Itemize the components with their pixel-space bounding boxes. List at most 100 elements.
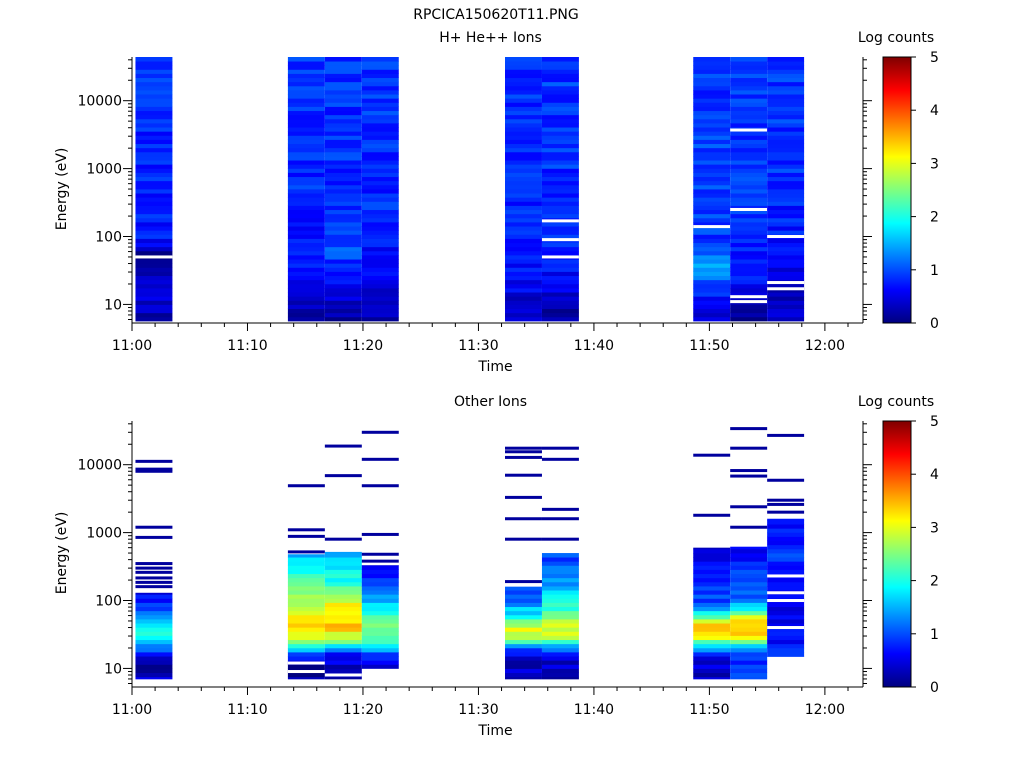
heatmap-cell — [541, 565, 579, 570]
heatmap-cell — [324, 205, 362, 211]
heatmap-cell — [324, 242, 362, 248]
heatmap-cell — [287, 226, 325, 231]
heatmap-cell — [135, 267, 173, 272]
heatmap-cell — [505, 594, 542, 599]
heatmap-cell — [505, 635, 542, 641]
heatmap-cell — [693, 279, 731, 285]
heatmap-cell — [693, 664, 731, 669]
heatmap-cell — [505, 160, 542, 165]
heatmap-cell — [505, 213, 542, 219]
heatmap-gap — [767, 626, 805, 630]
heatmap-cell — [135, 217, 173, 223]
heatmap-cell — [287, 602, 325, 608]
heatmap-cell — [541, 81, 579, 87]
heatmap-cell — [135, 85, 173, 91]
heatmap-line — [361, 484, 399, 488]
heatmap-cell — [361, 271, 399, 277]
heatmap-cell — [767, 647, 805, 653]
heatmap-cell — [730, 643, 768, 649]
heatmap-cell — [767, 135, 805, 140]
heatmap-cell — [730, 246, 768, 252]
heatmap-cell — [541, 586, 579, 591]
heatmap-gap — [324, 673, 362, 677]
heatmap-cell — [324, 114, 362, 120]
heatmap-cell — [135, 226, 173, 231]
heatmap-cell — [287, 222, 325, 227]
y-tick-label: 1000 — [86, 526, 122, 542]
heatmap-cell — [541, 300, 579, 305]
heatmap-cell — [541, 151, 579, 157]
heatmap-cell — [361, 131, 399, 136]
heatmap-cell — [135, 660, 173, 665]
heatmap-cell — [287, 590, 325, 595]
heatmap-cell — [693, 581, 731, 587]
heatmap-cell — [541, 246, 579, 252]
heatmap-cell — [730, 627, 768, 632]
heatmap-cell — [693, 114, 731, 120]
heatmap-cell — [693, 118, 731, 124]
heatmap-line — [135, 469, 173, 473]
heatmap-cell — [693, 292, 731, 297]
heatmap-cell — [767, 520, 805, 525]
heatmap-cell — [541, 267, 579, 272]
heatmap-cell — [730, 304, 768, 310]
heatmap-cell — [693, 234, 731, 239]
heatmap-line — [135, 585, 173, 589]
heatmap-cell — [693, 652, 731, 657]
heatmap-cell — [287, 623, 325, 628]
heatmap-cell — [361, 267, 399, 272]
heatmap-cell — [287, 217, 325, 223]
heatmap-cell — [541, 222, 579, 227]
heatmap-cell — [541, 69, 579, 74]
heatmap-cell — [767, 118, 805, 124]
heatmap-cell — [324, 255, 362, 260]
heatmap-cell — [693, 619, 731, 624]
heatmap-cell — [287, 209, 325, 215]
heatmap-cell — [541, 660, 579, 665]
heatmap-cell — [505, 61, 542, 66]
heatmap-cell — [767, 623, 805, 628]
heatmap-cell — [730, 118, 768, 124]
y-tick-label: 100 — [95, 230, 122, 246]
heatmap-cell — [287, 69, 325, 74]
heatmap-cell — [505, 312, 542, 318]
y-tick-label: 1000 — [86, 162, 122, 178]
heatmap-cell — [505, 279, 542, 285]
heatmap-cell — [324, 143, 362, 149]
heatmap-gap — [693, 225, 731, 229]
colorbar-tick-label: 4 — [930, 103, 939, 119]
y-axis-label: Energy (eV) — [54, 148, 70, 231]
heatmap-cell — [324, 238, 362, 244]
heatmap-cell — [287, 263, 325, 268]
heatmap-cell — [693, 230, 731, 235]
heatmap-cell — [505, 147, 542, 153]
heatmap-cell — [505, 164, 542, 169]
heatmap-column — [730, 57, 768, 322]
heatmap-cell — [287, 102, 325, 107]
heatmap-cell — [693, 557, 731, 562]
heatmap-cell — [324, 226, 362, 231]
heatmap-cell — [693, 189, 731, 194]
heatmap-cell — [730, 110, 768, 116]
heatmap-cell — [324, 300, 362, 305]
heatmap-cell — [287, 98, 325, 103]
heatmap-cell — [730, 201, 768, 206]
heatmap-cell — [287, 554, 325, 558]
heatmap-cell — [287, 168, 325, 173]
heatmap-cell — [135, 676, 173, 680]
heatmap-cell — [324, 156, 362, 161]
heatmap-cell — [505, 586, 542, 591]
heatmap-line — [135, 580, 173, 584]
heatmap-gap — [767, 599, 805, 603]
heatmap-cell — [505, 85, 542, 91]
heatmap-cell — [361, 279, 399, 285]
heatmap-cell — [730, 180, 768, 186]
heatmap-cell — [361, 263, 399, 268]
heatmap-gap — [730, 207, 768, 211]
heatmap-cell — [505, 193, 542, 198]
heatmap-cell — [361, 110, 399, 116]
heatmap-cell — [541, 180, 579, 186]
heatmap-cell — [730, 238, 768, 244]
heatmap-cell — [361, 565, 399, 570]
heatmap-cell — [730, 143, 768, 149]
